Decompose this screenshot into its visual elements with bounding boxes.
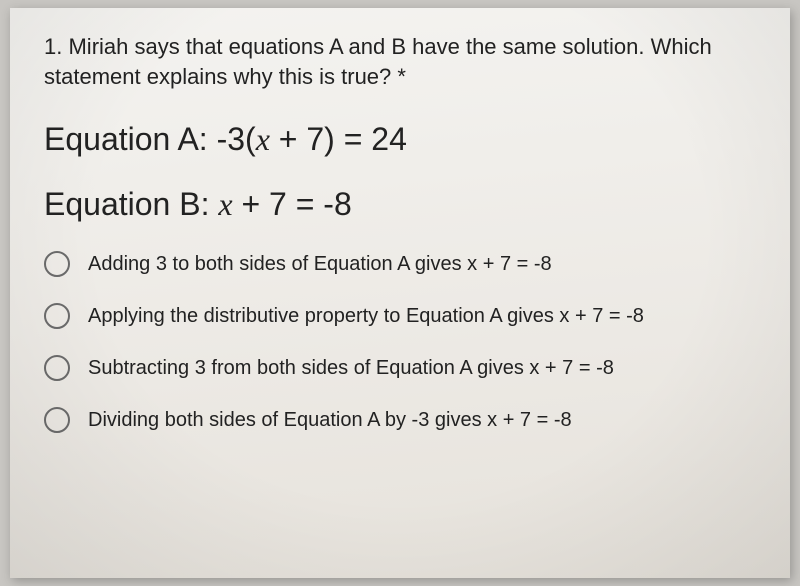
question-prompt: 1. Miriah says that equations A and B ha… bbox=[44, 32, 760, 91]
option-row: Subtracting 3 from both sides of Equatio… bbox=[44, 355, 760, 381]
equation-b-label: Equation B: bbox=[44, 186, 209, 222]
equation-a-pre: -3( bbox=[217, 121, 256, 157]
question-text: Miriah says that equations A and B have … bbox=[44, 34, 712, 89]
radio-icon[interactable] bbox=[44, 303, 70, 329]
equation-a: Equation A: -3(x + 7) = 24 bbox=[44, 121, 760, 158]
equation-a-post: + 7) = 24 bbox=[270, 121, 407, 157]
equation-b: Equation B: x + 7 = -8 bbox=[44, 186, 760, 223]
option-row: Applying the distributive property to Eq… bbox=[44, 303, 760, 329]
option-text[interactable]: Subtracting 3 from both sides of Equatio… bbox=[88, 357, 614, 380]
equation-a-label: Equation A: bbox=[44, 121, 208, 157]
equation-b-post: + 7 = -8 bbox=[233, 186, 352, 222]
worksheet-sheet: 1. Miriah says that equations A and B ha… bbox=[10, 8, 790, 578]
option-text[interactable]: Adding 3 to both sides of Equation A giv… bbox=[88, 253, 552, 276]
radio-icon[interactable] bbox=[44, 251, 70, 277]
option-row: Adding 3 to both sides of Equation A giv… bbox=[44, 251, 760, 277]
question-number: 1. bbox=[44, 34, 62, 59]
radio-icon[interactable] bbox=[44, 407, 70, 433]
equation-a-var: x bbox=[256, 121, 270, 157]
option-text[interactable]: Applying the distributive property to Eq… bbox=[88, 305, 644, 328]
radio-icon[interactable] bbox=[44, 355, 70, 381]
equation-b-var: x bbox=[218, 186, 232, 222]
options-group: Adding 3 to both sides of Equation A giv… bbox=[44, 251, 760, 433]
option-text[interactable]: Dividing both sides of Equation A by -3 … bbox=[88, 409, 572, 432]
option-row: Dividing both sides of Equation A by -3 … bbox=[44, 407, 760, 433]
